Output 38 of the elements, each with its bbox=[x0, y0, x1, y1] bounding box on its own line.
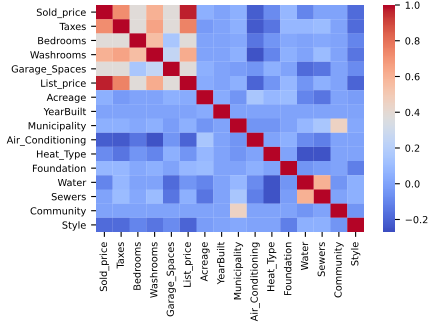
y-tick-label: Acreage bbox=[46, 94, 86, 103]
x-tick-label: Community bbox=[334, 242, 344, 298]
x-tick-label: Taxes bbox=[116, 242, 124, 269]
y-tick-label: Heat_Type bbox=[36, 150, 86, 160]
y-tick-label: Municipality bbox=[28, 122, 86, 132]
x-tick-label: Sewers bbox=[318, 242, 325, 276]
x-tick-label: YearBuilt bbox=[216, 242, 224, 284]
y-tick-label: Foundation bbox=[32, 164, 86, 172]
y-tick-label: Sewers bbox=[52, 193, 86, 200]
color-bar-label: 0.2 bbox=[405, 144, 420, 152]
x-tick-label: Garage_Spaces bbox=[166, 242, 176, 316]
x-tick-label: Heat_Type bbox=[267, 242, 277, 292]
color-bar-label: 0.4 bbox=[405, 108, 420, 116]
color-bar-label: 0.6 bbox=[405, 72, 420, 80]
x-tick-label: Foundation bbox=[284, 242, 292, 296]
y-tick-label: Water bbox=[58, 178, 86, 186]
x-tick-label: Bedrooms bbox=[133, 242, 141, 290]
color-bar-label: 0.0 bbox=[405, 180, 420, 188]
x-tick-label: Air_Conditioning bbox=[250, 242, 260, 322]
y-tick-label: Garage_Spaces bbox=[12, 65, 86, 75]
x-tick-label: List_price bbox=[183, 242, 193, 287]
y-tick-label: List_price bbox=[41, 79, 86, 90]
y-tick-label: Bedrooms bbox=[38, 36, 86, 44]
x-tick-label: Washrooms bbox=[150, 242, 158, 298]
x-tick-label: Acreage bbox=[200, 242, 210, 282]
y-tick-label: YearBuilt bbox=[44, 108, 86, 116]
y-tick-label: Style bbox=[62, 221, 86, 231]
x-tick-label: Municipality bbox=[234, 242, 244, 300]
x-tick-label: Style bbox=[350, 242, 360, 266]
y-tick-label: Sold_price bbox=[36, 8, 86, 18]
y-tick-label: Community bbox=[30, 207, 86, 216]
color-bar-label: −0.2 bbox=[406, 216, 428, 224]
y-tick-label: Air_Conditioning bbox=[6, 136, 86, 146]
color-bar-label: 1.0 bbox=[406, 1, 420, 9]
y-tick-label: Washrooms bbox=[30, 50, 86, 58]
y-tick-label: Taxes bbox=[59, 22, 86, 30]
x-tick-label: Water bbox=[300, 242, 308, 270]
color-bar-label: 0.8 bbox=[405, 37, 420, 45]
